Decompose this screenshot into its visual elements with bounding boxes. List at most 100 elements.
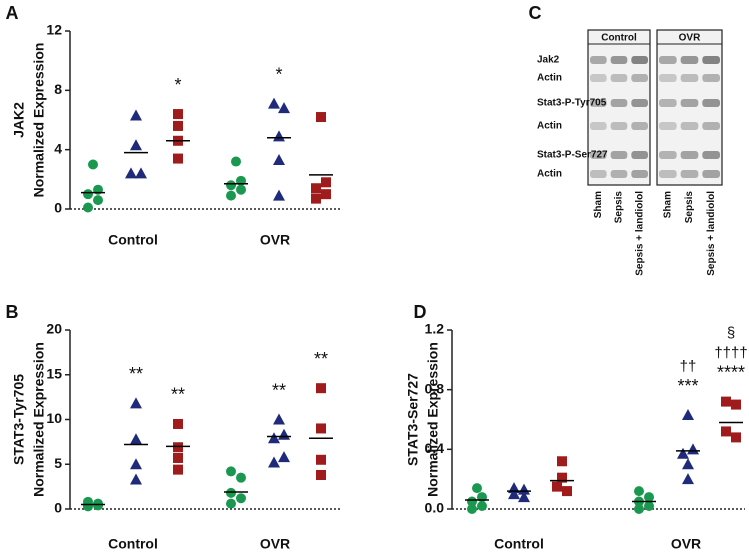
band xyxy=(680,56,699,64)
row-label: Jak2 xyxy=(537,55,560,66)
y-axis-label: Normalized Expression xyxy=(31,342,47,497)
band xyxy=(680,74,699,82)
point xyxy=(721,426,731,437)
point xyxy=(173,120,183,131)
band xyxy=(590,74,607,82)
point xyxy=(518,483,530,495)
annotation: * xyxy=(174,75,181,95)
y-tick-label: 4 xyxy=(54,140,62,156)
y-tick-label: 15 xyxy=(46,365,62,381)
y-tick-label: 0 xyxy=(54,500,62,516)
point xyxy=(173,109,183,120)
point xyxy=(321,177,331,188)
point xyxy=(173,418,183,429)
point xyxy=(226,180,236,191)
lane-label: Sepsis xyxy=(684,191,695,224)
point xyxy=(316,383,326,394)
point xyxy=(677,447,689,459)
row-label: Actin xyxy=(537,73,562,84)
point xyxy=(278,102,290,114)
point xyxy=(268,97,280,109)
point xyxy=(682,473,694,485)
y-tick-label: 12 xyxy=(46,22,62,38)
point xyxy=(236,184,246,195)
point xyxy=(130,473,142,485)
band xyxy=(631,99,648,107)
band xyxy=(590,170,607,178)
row-label: Stat3-P-Tyr705 xyxy=(537,98,607,109)
y-tick-label: 5 xyxy=(54,455,62,471)
point xyxy=(130,458,142,470)
row-label: Stat3-P-Ser727 xyxy=(537,150,608,161)
annotation: †††† xyxy=(714,345,747,362)
band xyxy=(659,151,677,159)
point xyxy=(311,183,321,194)
point xyxy=(687,443,699,455)
lane-label: Sham xyxy=(662,191,673,218)
point xyxy=(316,454,326,465)
point xyxy=(316,112,326,123)
point xyxy=(83,501,93,512)
band xyxy=(610,170,628,178)
point xyxy=(316,423,326,434)
point xyxy=(226,498,236,509)
band xyxy=(659,122,677,130)
point xyxy=(88,159,98,170)
point xyxy=(83,202,93,213)
point xyxy=(311,193,321,204)
band xyxy=(590,99,607,107)
point xyxy=(316,469,326,480)
annotation: § xyxy=(727,325,735,342)
point xyxy=(721,396,731,407)
point xyxy=(268,456,280,468)
band xyxy=(680,99,699,107)
band xyxy=(702,122,720,130)
band xyxy=(702,170,720,178)
annotation: ** xyxy=(171,385,185,405)
point xyxy=(273,130,285,142)
blot-box xyxy=(656,29,723,186)
point xyxy=(557,472,567,483)
point xyxy=(130,139,142,151)
band xyxy=(702,151,720,159)
band xyxy=(631,122,648,130)
panel-label: A xyxy=(6,3,19,23)
band xyxy=(631,151,648,159)
point xyxy=(644,492,654,503)
band xyxy=(610,74,628,82)
band xyxy=(590,122,607,130)
point xyxy=(93,195,103,206)
x-tick-label: OVR xyxy=(260,536,290,552)
group-label: Control xyxy=(601,33,637,44)
point xyxy=(562,486,572,497)
band xyxy=(702,99,720,107)
point xyxy=(125,167,137,179)
x-tick-label: OVR xyxy=(671,536,701,552)
point xyxy=(273,413,285,425)
band xyxy=(590,151,607,159)
point xyxy=(634,504,644,514)
y-tick-label: 20 xyxy=(46,321,62,337)
lane-label: Sham xyxy=(593,191,604,218)
annotation: †† xyxy=(680,358,697,375)
annotation: *** xyxy=(677,376,698,396)
annotation: * xyxy=(275,64,282,84)
point xyxy=(173,153,183,164)
band xyxy=(631,74,648,82)
x-tick-label: Control xyxy=(108,536,158,552)
y-tick-label: 1.2 xyxy=(425,321,445,337)
y-axis-label: STAT3-Tyr705 xyxy=(11,374,27,465)
y-axis-label: Normalized Expression xyxy=(31,43,47,198)
point xyxy=(634,486,644,497)
point xyxy=(135,167,147,179)
y-axis-label: Normalized Expression xyxy=(425,342,441,497)
point xyxy=(731,399,741,410)
band xyxy=(680,151,699,159)
annotation: ** xyxy=(272,380,286,400)
annotation: ** xyxy=(129,364,143,384)
y-tick-label: 0.4 xyxy=(425,440,445,456)
band xyxy=(631,170,648,178)
point xyxy=(93,500,103,511)
point xyxy=(268,432,280,444)
